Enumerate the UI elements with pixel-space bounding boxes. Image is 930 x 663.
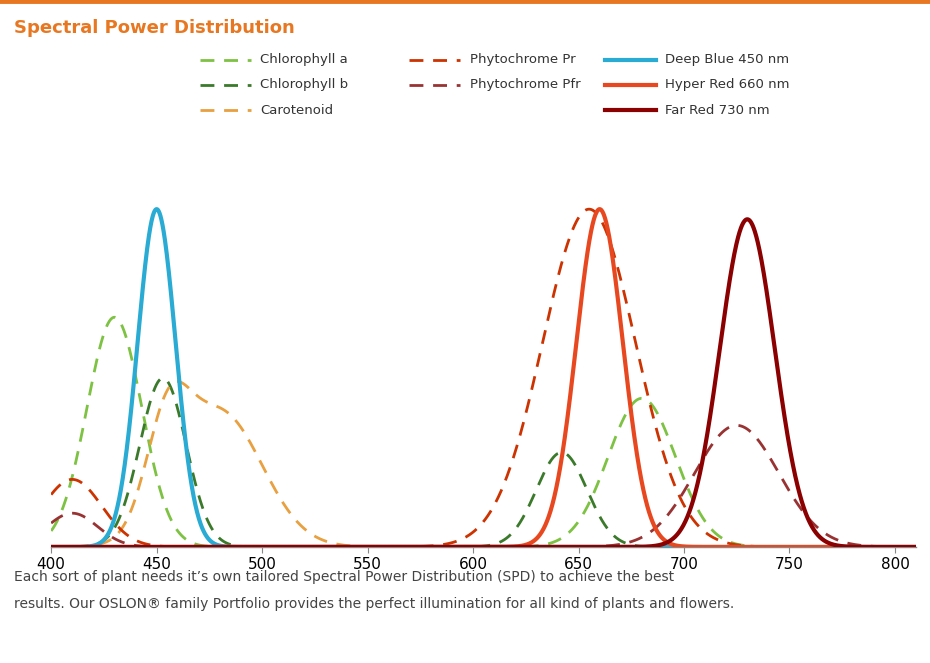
Text: Hyper Red 660 nm: Hyper Red 660 nm: [665, 78, 790, 91]
Text: Carotenoid: Carotenoid: [260, 103, 334, 117]
Text: results. Our OSLON® family Portfolio provides the perfect illumination for all k: results. Our OSLON® family Portfolio pro…: [14, 597, 734, 611]
Text: Spectral Power Distribution: Spectral Power Distribution: [14, 19, 295, 36]
Text: Far Red 730 nm: Far Red 730 nm: [665, 103, 770, 117]
Text: Chlorophyll a: Chlorophyll a: [260, 53, 348, 66]
Text: Phytochrome Pr: Phytochrome Pr: [470, 53, 576, 66]
Text: Phytochrome Pfr: Phytochrome Pfr: [470, 78, 580, 91]
Text: Chlorophyll b: Chlorophyll b: [260, 78, 349, 91]
Text: Deep Blue 450 nm: Deep Blue 450 nm: [665, 53, 789, 66]
Text: Each sort of plant needs it’s own tailored Spectral Power Distribution (SPD) to : Each sort of plant needs it’s own tailor…: [14, 570, 674, 584]
